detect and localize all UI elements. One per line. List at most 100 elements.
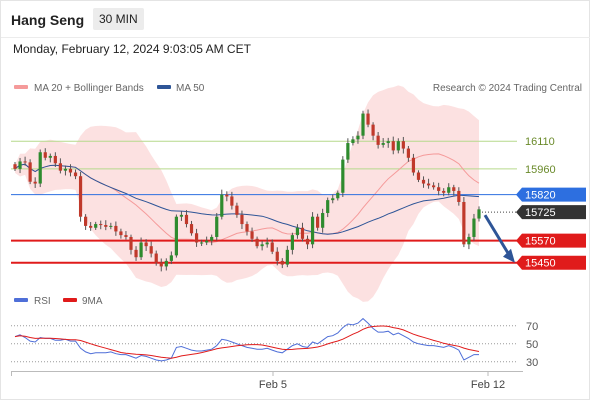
x-tick-label: Feb 12	[471, 379, 505, 391]
legend-label-rsi: RSI	[34, 296, 51, 307]
candle	[361, 110, 365, 140]
candle	[411, 153, 416, 176]
candle	[84, 214, 88, 230]
level-label-15725: 15725	[525, 207, 556, 219]
candle	[139, 237, 143, 260]
candle	[371, 122, 375, 141]
x-tick-label: Feb 5	[259, 379, 287, 391]
candle	[270, 239, 274, 255]
candle	[33, 177, 37, 188]
candle	[235, 202, 239, 218]
main-legend: MA 20 + Bollinger Bands MA 50	[14, 83, 205, 94]
rsi-panel: 70 50 30	[11, 317, 538, 369]
candle	[346, 138, 350, 163]
level-label-15960: 15960	[525, 164, 556, 176]
level-tag-15725: 15725	[516, 205, 586, 220]
forecast-arrow	[483, 214, 511, 256]
bollinger-band	[15, 85, 479, 302]
candle	[275, 247, 279, 266]
candle	[159, 258, 163, 272]
candle	[210, 234, 214, 246]
candle	[406, 145, 410, 162]
price-panel: 16110 15960 15820 15725 15570 15450	[11, 85, 586, 302]
candle	[189, 220, 194, 236]
candle	[179, 211, 184, 221]
legend-swatch-rsi	[14, 298, 28, 302]
candle	[240, 210, 244, 230]
candle	[416, 170, 421, 183]
level-label-16110: 16110	[525, 136, 555, 148]
candle	[356, 131, 360, 144]
candle	[295, 224, 300, 239]
candle	[321, 208, 325, 233]
legend-swatch-bollinger	[14, 85, 28, 89]
candle	[205, 236, 209, 246]
candle	[99, 220, 103, 230]
candle	[124, 231, 128, 240]
candle	[68, 164, 73, 177]
rsi-legend: RSI 9MA	[14, 296, 103, 307]
candle	[305, 235, 310, 250]
candle	[200, 239, 204, 246]
candle	[336, 190, 340, 201]
candle	[144, 239, 148, 251]
level-label-15450: 15450	[525, 258, 556, 270]
candle	[38, 149, 42, 188]
candle	[285, 245, 289, 268]
candle	[63, 165, 68, 176]
candle	[169, 251, 173, 265]
rsi-level-label-70: 70	[526, 321, 538, 333]
candle	[250, 227, 254, 242]
rsi-level-label-30: 30	[526, 357, 538, 369]
candle	[381, 138, 385, 148]
timeframe-badge[interactable]: 30 MIN	[93, 8, 144, 30]
candle	[94, 221, 98, 230]
level-label-15570: 15570	[525, 236, 556, 248]
candle	[184, 210, 189, 228]
legend-label-ma50: MA 50	[176, 83, 205, 94]
candle	[215, 213, 219, 241]
candle	[331, 194, 335, 204]
legend-label-bollinger: MA 20 + Bollinger Bands	[34, 83, 144, 94]
candle	[437, 182, 441, 196]
rsi-ma-line	[14, 325, 480, 359]
x-axis-labels: Feb 5 Feb 12	[259, 371, 505, 391]
candle	[78, 171, 83, 222]
ma50-line	[14, 163, 480, 235]
candle	[174, 214, 178, 258]
candle	[149, 241, 153, 258]
candle	[119, 228, 123, 239]
candle	[401, 136, 405, 154]
candle	[462, 196, 466, 248]
candle	[351, 136, 355, 146]
candle	[477, 206, 481, 222]
chart-datetime: Monday, February 12, 2024 9:03:05 AM CET	[13, 42, 251, 56]
candle	[129, 234, 133, 255]
candle	[447, 183, 451, 196]
candle	[154, 250, 158, 266]
source-credit: Research © 2024 Trading Central	[433, 83, 582, 94]
candle	[366, 109, 370, 128]
candle	[255, 236, 259, 249]
candle	[421, 176, 426, 188]
candle	[194, 228, 199, 247]
candle	[300, 222, 305, 242]
legend-label-9ma: 9MA	[82, 296, 103, 307]
candle	[376, 131, 380, 149]
candle	[396, 138, 400, 154]
candle	[457, 187, 461, 206]
candle	[58, 158, 62, 174]
candle	[316, 213, 320, 231]
candle	[43, 148, 47, 161]
candle	[225, 191, 229, 202]
candle	[386, 137, 390, 148]
candle	[23, 156, 27, 166]
candle	[104, 220, 108, 231]
candle	[13, 162, 17, 172]
candles	[13, 109, 481, 272]
candle	[48, 153, 52, 163]
candle	[260, 240, 264, 251]
candle	[442, 188, 446, 197]
